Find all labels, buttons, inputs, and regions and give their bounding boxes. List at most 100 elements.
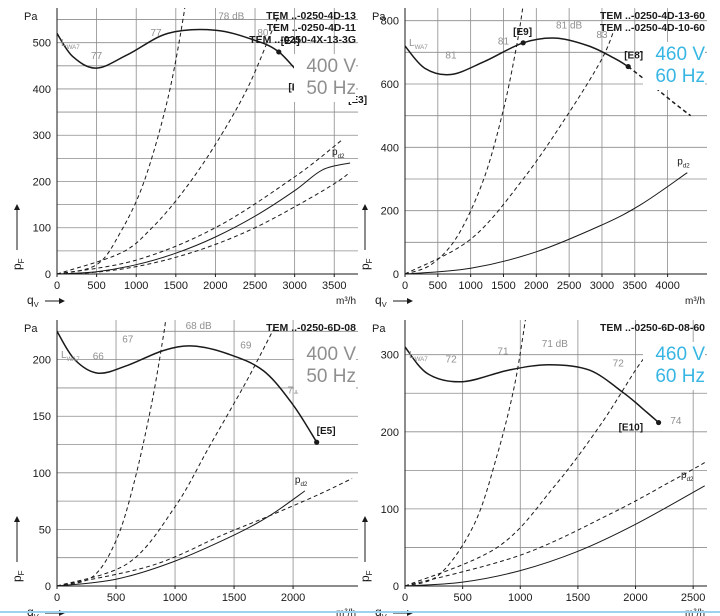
plot-area xyxy=(57,320,353,586)
y-tick-label: 200 xyxy=(33,355,51,367)
x-tick-label: 2500 xyxy=(243,280,267,292)
operating-point xyxy=(520,40,526,46)
spec-backdrop xyxy=(643,342,705,390)
db-label: 77 xyxy=(150,28,162,39)
pd2-label: pd2 xyxy=(332,147,345,160)
model-title: TEM ..-0250-6D-08-60 xyxy=(600,322,705,334)
series-pd2-curve xyxy=(57,490,306,586)
y-tick-label: 500 xyxy=(33,38,51,50)
db-label: 74 xyxy=(670,416,682,427)
x-axis-unit: m³/h xyxy=(685,296,705,307)
operating-point-label: [E3] xyxy=(348,95,367,106)
db-label: 67 xyxy=(122,335,134,346)
pf-arrow-head xyxy=(362,204,368,210)
db-label: 78 dB xyxy=(218,12,244,23)
series-pd2-curve xyxy=(57,171,351,274)
voltage-label: 460 V xyxy=(655,44,705,65)
db-label: 68 dB xyxy=(186,321,212,332)
y-tick-label: 150 xyxy=(33,411,51,423)
x-tick-label: 0 xyxy=(54,280,60,292)
db-label: 81 xyxy=(445,51,457,62)
frequency-label: 60 Hz xyxy=(655,366,705,387)
y-tick-label: 0 xyxy=(45,581,51,593)
db-label: 77 xyxy=(91,51,103,62)
model-title: TEM ..-0250-4X-13-3G xyxy=(249,34,356,46)
y-tick-label: 300 xyxy=(381,350,399,362)
pf-arrow-head xyxy=(14,204,20,210)
lwa-label: LWA7 xyxy=(61,38,80,51)
db-label: 81 xyxy=(498,36,510,47)
frequency-label: 50 Hz xyxy=(306,366,356,387)
series-system-curve xyxy=(57,320,167,586)
operating-point-label: [E10] xyxy=(619,423,643,434)
pf-axis-label: pF xyxy=(358,258,374,270)
model-title: TEM ..-0250-4D-10-60 xyxy=(600,22,705,34)
y-axis-unit: Pa xyxy=(24,11,38,23)
x-tick-label: 500 xyxy=(453,592,471,604)
x-tick-label: 1500 xyxy=(164,280,188,292)
x-tick-label: 500 xyxy=(429,280,447,292)
chart-panel-1: 0 500 1000 1500 2000 2500 3000 3500 0 100 200 300 40… xyxy=(10,8,367,309)
series-system-curve xyxy=(57,8,186,274)
x-tick-label: 1500 xyxy=(222,592,246,604)
chart-panel-3: 0500100015002000050100150200Pam³/hqVpF66… xyxy=(10,320,358,616)
series-system-curve xyxy=(57,139,343,274)
lwa-label: LWA7 xyxy=(61,350,80,363)
frequency-label: 60 Hz xyxy=(655,66,705,87)
y-tick-label: 0 xyxy=(393,581,399,593)
lwa-label: LWA7 xyxy=(409,38,428,51)
y-axis-unit: Pa xyxy=(24,323,38,335)
x-tick-label: 1000 xyxy=(163,592,187,604)
series-pd2-curve xyxy=(405,485,705,586)
db-label: 66 xyxy=(93,352,105,363)
pf-axis-label: pF xyxy=(10,258,26,270)
x-tick-label: 2000 xyxy=(524,280,548,292)
model-title: TEM ..-0250-4D-13-60 xyxy=(600,10,705,22)
series-pd2-curve xyxy=(405,172,688,274)
db-label: 81 dB xyxy=(556,21,582,32)
db-label: 69 xyxy=(240,340,252,351)
chart-panel-4: 050010001500200025000100200300Pam³/hqVpF… xyxy=(358,320,707,616)
x-tick-label: 4000 xyxy=(655,280,679,292)
x-tick-label: 1000 xyxy=(124,280,148,292)
operating-point xyxy=(276,49,282,55)
series-system-curve xyxy=(405,320,526,586)
spec-backdrop xyxy=(294,54,356,102)
y-tick-label: 400 xyxy=(381,142,399,154)
y-tick-label: 100 xyxy=(33,223,51,235)
lwa-label: LWA7 xyxy=(409,350,428,363)
series-fan-curve xyxy=(57,330,318,443)
pf-axis-label: pF xyxy=(358,570,374,582)
operating-point xyxy=(314,439,320,445)
spec-backdrop xyxy=(643,42,705,90)
y-tick-label: 800 xyxy=(381,16,399,28)
y-tick-label: 0 xyxy=(393,269,399,281)
x-tick-label: 1000 xyxy=(508,592,532,604)
y-tick-label: 400 xyxy=(33,84,51,96)
model-title: TEM ..-0250-4D-11 xyxy=(267,22,356,34)
operating-point xyxy=(625,63,631,70)
x-tick-label: 0 xyxy=(402,280,408,292)
plot-area xyxy=(405,320,705,586)
x-axis-unit: m³/h xyxy=(336,296,356,307)
series-system-curve xyxy=(57,14,280,274)
x-tick-label: 1000 xyxy=(458,280,482,292)
pf-axis-label: pF xyxy=(10,570,26,582)
x-tick-label: 0 xyxy=(54,592,60,604)
spec-backdrop xyxy=(294,342,356,390)
x-tick-label: 3500 xyxy=(623,280,647,292)
qv-axis-label: qV xyxy=(27,293,39,309)
pd2-label: pd2 xyxy=(295,475,308,488)
operating-point-label: [E9] xyxy=(513,27,532,38)
y-tick-label: 0 xyxy=(45,269,51,281)
qv-axis-label: qV xyxy=(375,605,387,616)
x-tick-label: 2500 xyxy=(557,280,581,292)
db-label: 72 xyxy=(613,358,625,369)
series-system-curve xyxy=(405,26,616,274)
chart-panel-2: 0 500 1000 1500 2000 2500 3000 3500 4000 0 200 400 6… xyxy=(358,8,707,309)
pd2-label: pd2 xyxy=(677,157,690,170)
qv-axis-label: qV xyxy=(375,293,387,309)
x-tick-label: 2000 xyxy=(203,280,227,292)
series-system-curve xyxy=(405,354,648,586)
db-label: 71 dB xyxy=(542,339,568,350)
